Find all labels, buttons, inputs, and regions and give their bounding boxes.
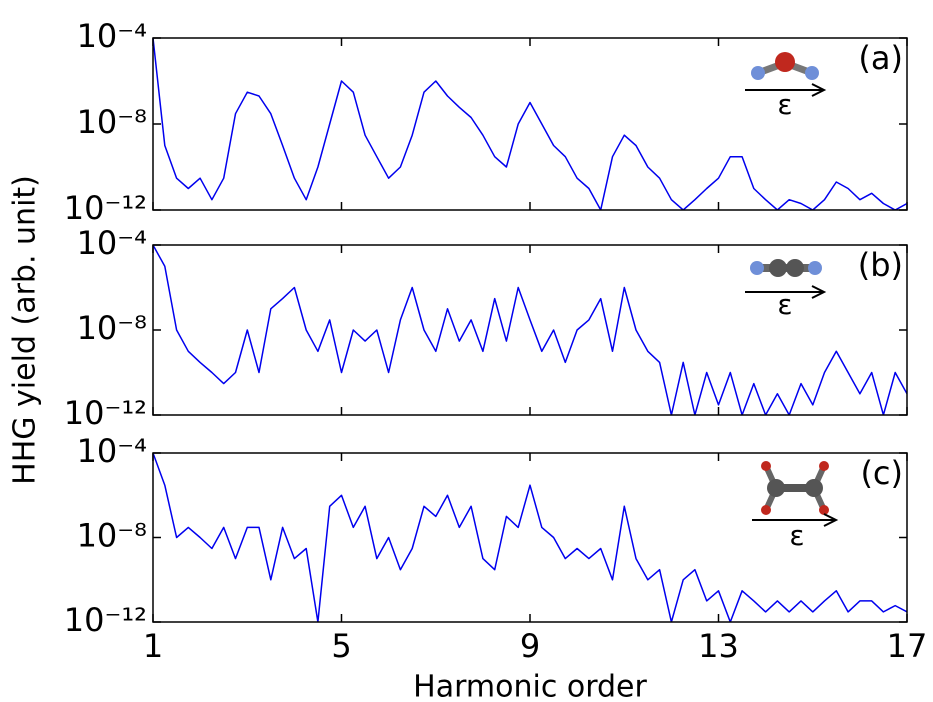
spectrum-line [153,245,907,415]
polarization-label: ε [789,519,804,552]
x-tick-label: 5 [331,627,351,665]
spectrum-line [153,38,907,210]
molecule-a [745,52,827,97]
x-tick-label: 9 [520,627,540,665]
polarization-label: ε [777,288,792,321]
y-tick-label: 10⁻⁴ [77,432,147,470]
y-tick-label: 10⁻⁴ [77,17,147,55]
panel-label: (c) [860,454,903,492]
panel-label: (b) [858,246,903,284]
molecule-b [745,259,827,299]
y-tick-label: 10⁻⁸ [77,309,147,347]
y-tick-label: 10⁻⁴ [77,224,147,262]
y-tick-label: 10⁻⁸ [77,517,147,555]
x-tick-label: 17 [887,627,928,665]
y-tick-label: 10⁻⁸ [77,103,147,141]
y-tick-label: 10⁻¹² [64,601,147,639]
y-tick-label: 10⁻¹² [64,189,147,227]
panel-frame [152,37,908,211]
spectrum-line [153,453,907,622]
molecule-c [752,461,839,527]
polarization-label: ε [777,88,792,121]
x-tick-label: 13 [698,627,739,665]
y-axis-label: HHG yield (arb. unit) [8,175,43,485]
y-tick-label: 10⁻¹² [64,394,147,432]
x-tick-label: 1 [143,627,163,665]
panel-frame [152,244,908,416]
panel-frame [152,452,908,623]
x-axis-label: Harmonic order [413,670,647,702]
panel-label: (a) [858,39,903,77]
